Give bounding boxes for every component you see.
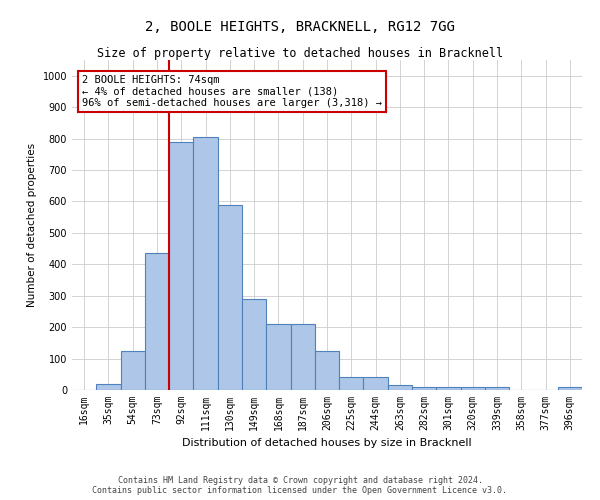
Bar — [485, 387, 509, 390]
Bar — [436, 387, 461, 390]
Bar — [290, 324, 315, 390]
Bar — [461, 387, 485, 390]
Bar — [388, 386, 412, 390]
Bar — [339, 378, 364, 390]
Text: Contains HM Land Registry data © Crown copyright and database right 2024.
Contai: Contains HM Land Registry data © Crown c… — [92, 476, 508, 495]
Bar — [96, 384, 121, 390]
Bar — [412, 387, 436, 390]
Bar — [169, 142, 193, 390]
X-axis label: Distribution of detached houses by size in Bracknell: Distribution of detached houses by size … — [182, 438, 472, 448]
Bar — [218, 204, 242, 390]
Text: 2 BOOLE HEIGHTS: 74sqm
← 4% of detached houses are smaller (138)
96% of semi-det: 2 BOOLE HEIGHTS: 74sqm ← 4% of detached … — [82, 75, 382, 108]
Bar — [193, 137, 218, 390]
Bar — [266, 324, 290, 390]
Bar — [315, 350, 339, 390]
Text: Size of property relative to detached houses in Bracknell: Size of property relative to detached ho… — [97, 48, 503, 60]
Bar — [364, 378, 388, 390]
Bar — [121, 350, 145, 390]
Bar — [558, 387, 582, 390]
Bar — [145, 254, 169, 390]
Bar — [242, 299, 266, 390]
Text: 2, BOOLE HEIGHTS, BRACKNELL, RG12 7GG: 2, BOOLE HEIGHTS, BRACKNELL, RG12 7GG — [145, 20, 455, 34]
Y-axis label: Number of detached properties: Number of detached properties — [27, 143, 37, 307]
